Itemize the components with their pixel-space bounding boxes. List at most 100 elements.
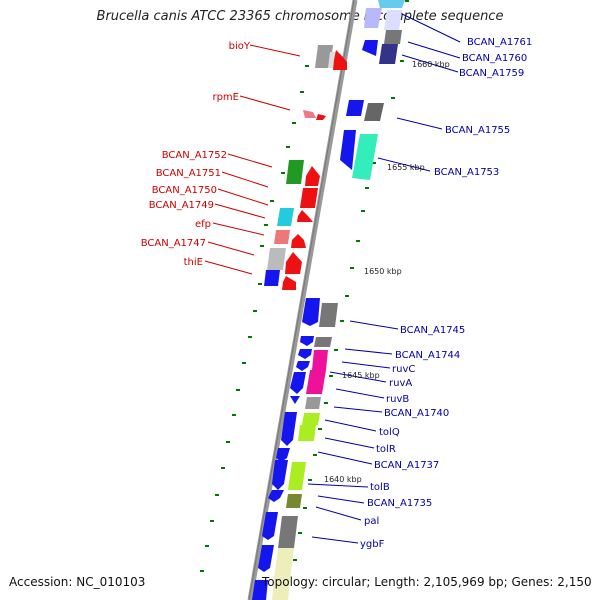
gene-segment xyxy=(290,396,300,404)
gene-label-tolR[interactable]: tolR xyxy=(376,444,396,455)
gene-segment xyxy=(258,545,274,572)
minus-strand-genes xyxy=(264,45,347,290)
gene-label-BCAN_A1747[interactable]: BCAN_A1747 xyxy=(141,238,206,249)
leader-line xyxy=(349,320,399,330)
gene-label-BCAN_A1752[interactable]: BCAN_A1752 xyxy=(162,150,227,161)
scale-tick xyxy=(226,441,230,443)
leader-line xyxy=(239,95,291,111)
kbp-label: 1640 kbp xyxy=(324,475,362,484)
gene-BCAN_A1760 xyxy=(384,30,402,44)
scale-tick xyxy=(232,414,236,416)
kbp-label: 1645 kbp xyxy=(342,371,380,380)
gene-segment xyxy=(282,276,296,290)
backbone xyxy=(247,0,358,600)
scale-tick xyxy=(329,375,333,377)
gene-segment xyxy=(252,580,268,600)
gene-label-BCAN_A1761[interactable]: BCAN_A1761 xyxy=(467,37,532,48)
gene-BCAN_A1751 xyxy=(305,166,320,186)
gene-label-BCAN_A1751[interactable]: BCAN_A1751 xyxy=(156,168,221,179)
gene-label-BCAN_A1744[interactable]: BCAN_A1744 xyxy=(395,350,460,361)
gene-label-ygbF[interactable]: ygbF xyxy=(360,539,385,550)
gene-label-efp[interactable]: efp xyxy=(195,219,211,230)
gene-label-BCAN_A1745[interactable]: BCAN_A1745 xyxy=(400,325,465,336)
gene-label-rpmE[interactable]: rpmE xyxy=(212,92,239,103)
gene-label-BCAN_A1740[interactable]: BCAN_A1740 xyxy=(384,408,449,419)
gene-tolR xyxy=(288,462,306,490)
gene-BCAN_A1761-b xyxy=(364,8,382,28)
scale-tick xyxy=(345,295,349,297)
gene-label-BCAN_A1737[interactable]: BCAN_A1737 xyxy=(374,460,439,471)
gene-label-BCAN_A1759[interactable]: BCAN_A1759 xyxy=(459,68,524,79)
gene-label-ruvB[interactable]: ruvB xyxy=(386,394,409,405)
gene-segment xyxy=(297,210,313,222)
gene-tolB xyxy=(278,516,298,548)
gene-segment xyxy=(315,45,333,68)
scale-tick xyxy=(270,200,274,202)
gene-ygbF xyxy=(272,580,290,600)
gene-label-pal[interactable]: pal xyxy=(364,516,379,527)
gene-label-BCAN_A1760[interactable]: BCAN_A1760 xyxy=(462,53,527,64)
topology-text: Topology: circular; Length: 2,105,969 bp… xyxy=(262,575,592,589)
gene-BCAN_A1749 xyxy=(277,208,294,226)
scale-ticks xyxy=(200,0,409,572)
accession-text: Accession: NC_010103 xyxy=(9,575,146,589)
gene-label-BCAN_A1755[interactable]: BCAN_A1755 xyxy=(445,125,510,136)
scale-tick xyxy=(334,349,338,351)
gene-segment xyxy=(298,349,312,359)
scale-tick xyxy=(260,245,264,247)
gene-segment xyxy=(276,448,290,462)
plus-strand-genes xyxy=(252,0,405,600)
gene-label-bioY[interactable]: bioY xyxy=(229,41,251,52)
leader-line xyxy=(344,348,393,355)
scale-tick xyxy=(221,467,225,469)
gene-label-thiE[interactable]: thiE xyxy=(184,257,203,268)
gene-label-ruvA[interactable]: ruvA xyxy=(389,378,412,389)
gene-segment xyxy=(346,100,364,116)
gene-label-BCAN_A1753[interactable]: BCAN_A1753 xyxy=(434,167,499,178)
label-leader-lines xyxy=(204,11,461,544)
gene-label-BCAN_A1750[interactable]: BCAN_A1750 xyxy=(152,185,217,196)
scale-tick xyxy=(248,336,252,338)
gene-segment xyxy=(340,130,356,170)
gene-label-tolQ[interactable]: tolQ xyxy=(379,427,400,438)
gene-BCAN_A1761 xyxy=(378,0,405,8)
gene-pal xyxy=(274,548,294,580)
gene-label-tolB[interactable]: tolB xyxy=(370,482,390,493)
scale-tick xyxy=(350,267,354,269)
leader-line xyxy=(317,495,365,504)
scale-tick xyxy=(242,362,246,364)
leader-line xyxy=(207,241,255,256)
kbp-label: 1650 kbp xyxy=(364,267,402,276)
gene-label-BCAN_A1749[interactable]: BCAN_A1749 xyxy=(149,200,214,211)
scale-tick xyxy=(356,240,360,242)
gene-BCAN_A1747 xyxy=(291,234,306,248)
gene-segment xyxy=(300,336,314,346)
gene-segment xyxy=(384,10,402,30)
scale-tick xyxy=(200,570,204,572)
scale-tick xyxy=(253,310,257,312)
kbp-label: 1660 kbp xyxy=(412,60,450,69)
leader-line xyxy=(341,361,391,369)
scale-tick xyxy=(286,146,290,148)
gene-segment xyxy=(272,460,288,490)
leader-line xyxy=(204,260,253,275)
scale-tick xyxy=(405,0,409,2)
leader-line xyxy=(217,188,269,206)
leader-line xyxy=(311,536,359,544)
leader-line xyxy=(396,117,443,130)
gene-ruvA xyxy=(306,370,326,394)
gene-segment xyxy=(362,40,378,56)
scale-tick xyxy=(210,520,214,522)
gene-segment xyxy=(262,512,278,540)
leader-line xyxy=(315,506,362,521)
gene-segment xyxy=(290,372,306,394)
scale-tick xyxy=(258,283,262,285)
leader-line xyxy=(307,483,369,488)
scale-tick xyxy=(305,65,309,67)
gene-label-BCAN_A1735[interactable]: BCAN_A1735 xyxy=(367,498,432,509)
scale-tick xyxy=(236,389,240,391)
scale-tick xyxy=(361,210,365,212)
gene-label-ruvC[interactable]: ruvC xyxy=(392,364,415,375)
scale-tick xyxy=(215,494,219,496)
